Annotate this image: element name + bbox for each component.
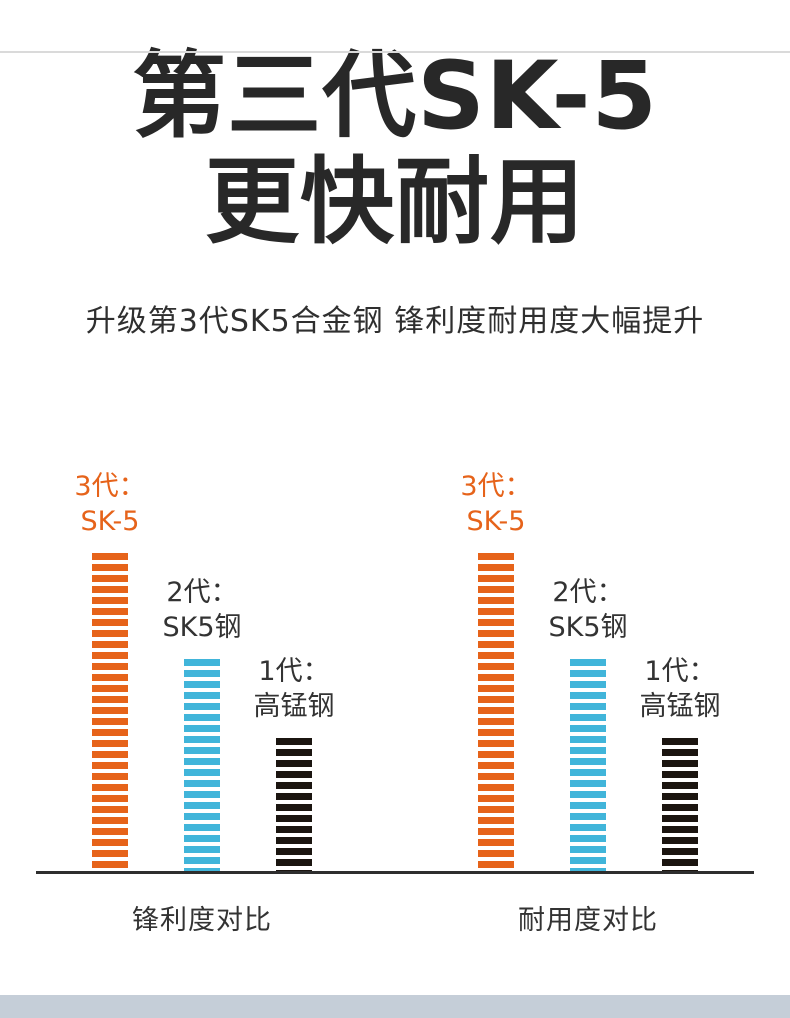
- bar-column-gen3: 3代： SK-5: [450, 469, 542, 872]
- bar-label-line-2: SK5钢: [548, 612, 628, 644]
- bar-gen1-manganese-steel: [662, 738, 698, 872]
- page-title: 第三代SK-5 更快耐用: [0, 42, 790, 258]
- bar-label: 3代： SK-5: [460, 469, 531, 539]
- bar-label-line-1: 2代：: [166, 577, 238, 609]
- bar-gen3-sk5: [92, 553, 128, 872]
- bar-gen2-sk5-steel: [184, 659, 220, 872]
- bar-label: 3代： SK-5: [74, 469, 145, 539]
- footer-strip: [0, 995, 790, 1018]
- chart-group-sharpness: 3代： SK-5 2代： SK5钢 1代： 高锰钢: [64, 469, 340, 872]
- chart-caption-sharpness: 锋利度对比: [132, 905, 272, 937]
- bar-label: 1代： 高锰钢: [254, 654, 335, 724]
- chart-group-durability: 3代： SK-5 2代： SK5钢 1代： 高锰钢: [450, 469, 726, 872]
- bar-label: 2代： SK5钢: [162, 575, 241, 645]
- page-title-line-1: 第三代SK-5: [132, 42, 658, 151]
- bar-label-line-1: 3代：: [460, 471, 532, 503]
- chart-caption-durability: 耐用度对比: [518, 905, 658, 937]
- bar-column-gen1: 1代： 高锰钢: [248, 654, 340, 872]
- bar-column-gen2: 2代： SK5钢: [542, 575, 634, 872]
- bar-label: 2代： SK5钢: [548, 575, 627, 645]
- bar-gen3-sk5: [478, 553, 514, 872]
- charts-row: 3代： SK-5 2代： SK5钢 1代： 高锰钢 3代： SK-5: [0, 469, 790, 872]
- bar-column-gen2: 2代： SK5钢: [156, 575, 248, 872]
- page-title-line-2: 更快耐用: [204, 148, 585, 258]
- bar-label-line-1: 1代：: [644, 656, 716, 688]
- bar-column-gen1: 1代： 高锰钢: [634, 654, 726, 872]
- bar-gen1-manganese-steel: [276, 738, 312, 872]
- page-subtitle: 升级第3代SK5合金钢 锋利度耐用度大幅提升: [85, 304, 705, 340]
- bar-label: 1代： 高锰钢: [640, 654, 721, 724]
- chart-baseline: [36, 871, 754, 875]
- bar-label-line-2: 高锰钢: [253, 691, 335, 723]
- top-divider-line: [0, 51, 790, 53]
- bar-label-line-2: SK-5: [80, 506, 140, 538]
- bar-label-line-1: 1代：: [258, 656, 330, 688]
- captions-row: 锋利度对比 耐用度对比: [0, 898, 790, 937]
- bar-gen2-sk5-steel: [570, 659, 606, 872]
- bar-label-line-2: SK-5: [466, 506, 526, 538]
- bar-column-gen3: 3代： SK-5: [64, 469, 156, 872]
- bar-label-line-1: 3代：: [74, 471, 146, 503]
- bar-label-line-2: SK5钢: [162, 612, 242, 644]
- bar-label-line-2: 高锰钢: [639, 691, 721, 723]
- bar-label-line-1: 2代：: [552, 577, 624, 609]
